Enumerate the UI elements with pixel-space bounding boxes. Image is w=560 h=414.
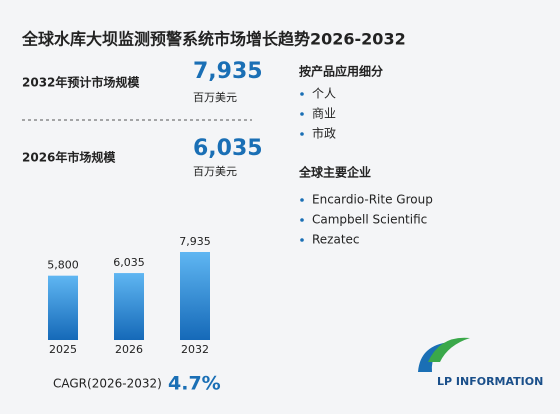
value-label: 7,935: [179, 235, 211, 248]
bar: [114, 273, 144, 340]
list-item: Encardio-Rite Group: [312, 193, 433, 207]
logo-text: LP INFORMATION: [437, 375, 543, 388]
list-item: Campbell Scientific: [312, 213, 427, 227]
summary-label: 2026年市场规模: [22, 150, 116, 165]
x-tick-label: 2026: [115, 343, 143, 356]
bullet: [300, 218, 304, 222]
value-label: 5,800: [47, 259, 79, 272]
bar: [48, 275, 78, 340]
logo-mark: [428, 337, 470, 362]
list-item: 商业: [312, 106, 336, 121]
cagr-value: 4.7%: [168, 373, 221, 395]
summary-label: 2032年预计市场规模: [22, 75, 140, 90]
logo: LP INFORMATION: [418, 337, 543, 388]
bar: [180, 252, 210, 340]
segments-title: 按产品应用细分: [299, 64, 383, 79]
cagr-label: CAGR(2026-2032): [53, 377, 162, 391]
bullet: [300, 238, 304, 242]
companies-title: 全球主要企业: [298, 165, 371, 180]
list-item: 市政: [312, 126, 336, 141]
bullet: [300, 112, 304, 116]
x-tick-label: 2032: [181, 343, 209, 356]
bullet: [300, 198, 304, 202]
title: 全球水库大坝监测预警系统市场增长趋势2026-2032: [21, 30, 406, 49]
list-item: 个人: [312, 87, 336, 101]
summary-unit: 百万美元: [193, 165, 237, 178]
bullet: [300, 132, 304, 136]
x-tick-label: 2025: [49, 343, 77, 356]
bullet: [300, 92, 304, 96]
summary-value: 7,935: [193, 59, 263, 84]
list-item: Rezatec: [312, 233, 360, 247]
value-label: 6,035: [113, 256, 145, 269]
summary-unit: 百万美元: [193, 91, 237, 104]
summary-value: 6,035: [193, 136, 263, 161]
